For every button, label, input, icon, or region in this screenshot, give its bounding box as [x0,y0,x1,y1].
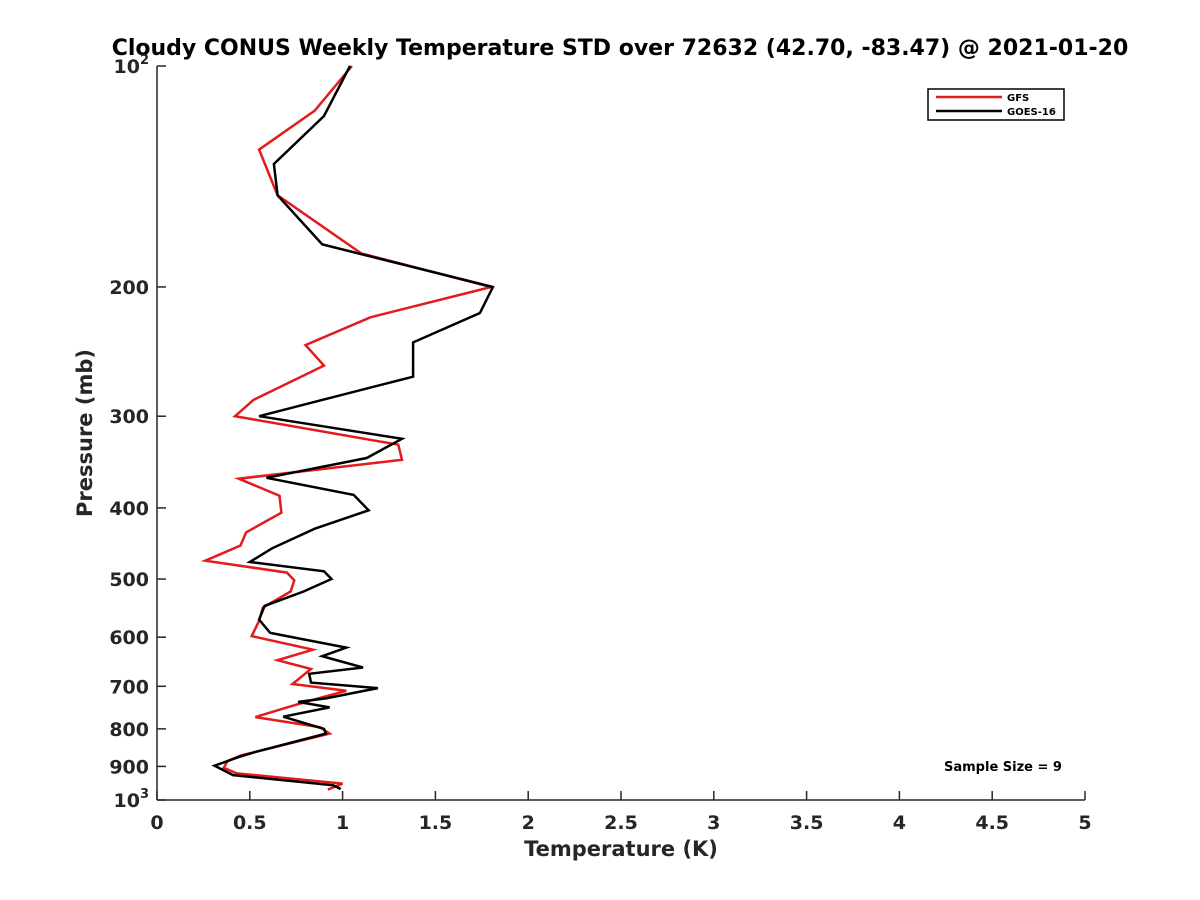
y-tick-label: 103 [114,787,150,812]
chart-title: Cloudy CONUS Weekly Temperature STD over… [112,36,1129,61]
y-tick-label: 800 [109,719,149,741]
y-tick-label: 300 [109,406,149,428]
x-tick-label: 2 [522,812,535,834]
x-tick-label: 3 [707,812,720,834]
y-tick-label: 102 [114,53,150,78]
y-axis-label: Pressure (mb) [73,349,97,517]
legend-label-goes16: GOES-16 [1007,107,1056,118]
series-layer [200,65,495,791]
legend-label-gfs: GFS [1007,93,1029,104]
axes [156,66,1085,801]
series-line-gfs [200,65,492,791]
y-tick-label: 500 [109,569,149,591]
x-tick-label: 4 [893,812,906,834]
y-tick-label: 200 [109,277,149,299]
y-tick-label: 400 [109,498,149,520]
sample-size-annotation: Sample Size = 9 [944,760,1062,775]
x-tick-label: 2.5 [604,812,638,834]
x-tick-label: 3.5 [790,812,824,834]
x-tick-label: 5 [1078,812,1091,834]
x-tick-label: 1.5 [419,812,453,834]
y-tick-label: 700 [109,676,149,698]
legend-box [927,88,1065,121]
y-ticks: 102 200 300 400 500 600 700 800 900 103 [109,53,166,812]
x-axis-label: Temperature (K) [524,837,718,861]
y-tick-label: 600 [109,627,149,649]
x-tick-label: 1 [336,812,349,834]
x-tick-label: 0 [150,812,163,834]
series-line-goes16 [211,65,495,791]
legend: GFS GOES-16 [927,88,1065,121]
x-ticks: 0 0.5 1 1.5 2 2.5 3 3.5 4 4.5 5 [150,791,1092,834]
x-tick-label: 0.5 [233,812,267,834]
x-tick-label: 4.5 [975,812,1009,834]
y-tick-label: 900 [109,756,149,778]
